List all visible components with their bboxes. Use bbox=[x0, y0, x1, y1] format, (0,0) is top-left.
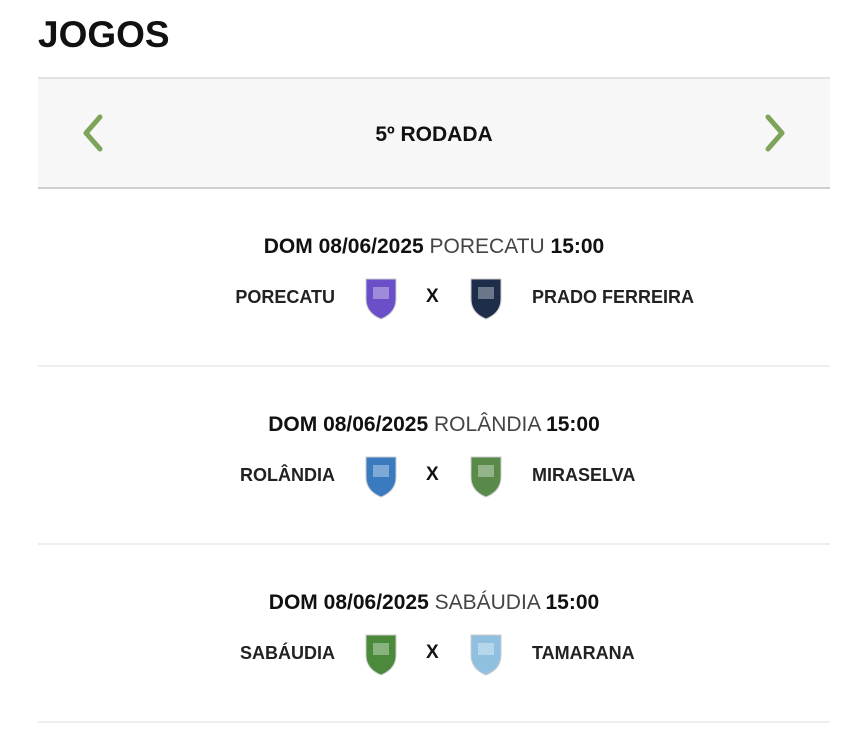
home-team-crest-icon bbox=[365, 456, 397, 498]
home-team-crest-icon bbox=[365, 278, 397, 320]
match-info: DOM 08/06/2025 ROLÂNDIA 15:00 bbox=[38, 413, 830, 437]
match-info: DOM 08/06/2025 SABÁUDIA 15:00 bbox=[38, 591, 830, 615]
match-day: DOM bbox=[268, 591, 318, 614]
versus-label: X bbox=[426, 642, 439, 663]
match-date: 08/06/2025 bbox=[323, 591, 429, 614]
page-title: JOGOS bbox=[38, 14, 170, 55]
match-time: 15:00 bbox=[550, 235, 605, 258]
match-time: 15:00 bbox=[545, 591, 600, 614]
round-header: 5º RODADA bbox=[38, 77, 830, 189]
round-label: 5º RODADA bbox=[375, 123, 493, 146]
teams: SABÁUDIA X TAMARANA bbox=[38, 629, 830, 679]
versus-label: X bbox=[426, 286, 439, 307]
match-time: 15:00 bbox=[546, 413, 600, 436]
away-team-name: PRADO FERREIRA bbox=[532, 287, 695, 307]
home-team-name: PORECATU bbox=[235, 287, 335, 307]
away-team-name: MIRASELVA bbox=[532, 465, 636, 485]
teams: PORECATU X PRADO FERREIRA bbox=[38, 273, 830, 323]
home-team-name: ROLÂNDIA bbox=[240, 465, 335, 485]
match-date: 08/06/2025 bbox=[323, 413, 429, 436]
match-info: DOM 08/06/2025 PORECATU 15:00 bbox=[38, 235, 830, 259]
match-venue: SABÁUDIA bbox=[434, 591, 540, 614]
away-team-name: TAMARANA bbox=[532, 643, 635, 663]
match-row[interactable]: DOM 08/06/2025 SABÁUDIA 15:00 SABÁUDIA X… bbox=[38, 545, 830, 723]
chevron-right-icon[interactable] bbox=[760, 113, 790, 153]
away-team-crest-icon bbox=[470, 278, 502, 320]
home-team-name: SABÁUDIA bbox=[239, 643, 335, 663]
chevron-left-icon[interactable] bbox=[78, 113, 108, 153]
match-day: DOM bbox=[268, 413, 318, 436]
away-team-crest-icon bbox=[470, 634, 502, 676]
games-panel: 5º RODADA DOM 08/06/2025 PORECATU 15:00 … bbox=[38, 77, 830, 723]
match-venue: ROLÂNDIA bbox=[434, 413, 541, 436]
match-row[interactable]: DOM 08/06/2025 ROLÂNDIA 15:00 ROLÂNDIA X… bbox=[38, 367, 830, 545]
match-date: 08/06/2025 bbox=[318, 235, 424, 258]
match-row[interactable]: DOM 08/06/2025 PORECATU 15:00 PORECATU X… bbox=[38, 189, 830, 367]
teams: ROLÂNDIA X MIRASELVA bbox=[38, 451, 830, 501]
home-team-crest-icon bbox=[365, 634, 397, 676]
match-day: DOM bbox=[263, 235, 313, 258]
away-team-crest-icon bbox=[470, 456, 502, 498]
versus-label: X bbox=[426, 464, 439, 485]
match-venue: PORECATU bbox=[429, 235, 545, 258]
